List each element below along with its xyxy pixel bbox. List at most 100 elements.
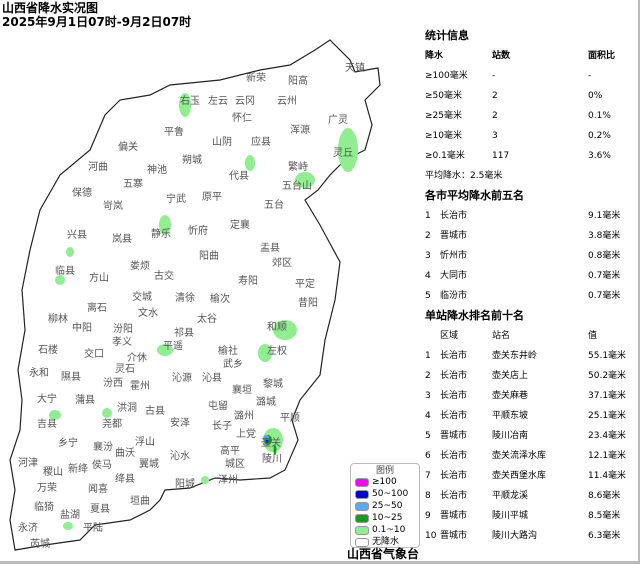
legend-label: 50~100 — [372, 489, 409, 499]
county-label: 中阳 — [72, 321, 92, 334]
county-label: 陵川 — [262, 453, 282, 465]
county-label: 昔阳 — [298, 297, 318, 309]
station-cell: 6.3毫米 — [588, 531, 621, 541]
rain-patch — [157, 344, 173, 356]
station-header: 区域 站名 值 — [425, 326, 630, 346]
col-region: 区域 — [440, 331, 459, 341]
county-label: 郊区 — [272, 256, 292, 269]
stats-cell: 0.1% — [588, 111, 611, 121]
county-label: 石楼 — [38, 343, 58, 356]
city-row: 1 长治市 9.1毫米 — [425, 206, 630, 226]
county-label: 五台山 — [282, 179, 312, 192]
city-cell: 大同市 — [440, 271, 468, 281]
station-cell: 37.1毫米 — [588, 391, 627, 401]
rain-patch — [179, 93, 191, 117]
county-label: 大宁 — [37, 392, 57, 405]
city-top5-heading: 各市平均降水前五名 — [425, 189, 524, 202]
county-label: 永济 — [18, 521, 38, 534]
average-rain: 平均降水：2.5毫米 — [425, 171, 503, 181]
station-cell: 11.4毫米 — [588, 471, 627, 481]
rain-patch — [245, 155, 255, 171]
county-label: 襄垣 — [232, 383, 252, 396]
county-label: 五寨 — [123, 177, 143, 190]
legend-item: 0.1~10 — [355, 524, 415, 536]
station-cell: 4 — [425, 411, 431, 421]
station-cell: 陵川冶南 — [492, 431, 529, 441]
col-stations: 站数 — [492, 51, 511, 61]
county-label: 曲沃 — [115, 447, 135, 459]
county-label: 偏关 — [118, 140, 138, 153]
city-cell: 2 — [425, 231, 431, 241]
stats-cell: - — [492, 71, 496, 81]
station-cell: 长治市 — [440, 391, 468, 401]
legend-label: 0.1~10 — [372, 525, 406, 535]
county-label: 天镇 — [345, 61, 365, 74]
rain-patch — [201, 476, 209, 484]
station-row: 7 长治市 壶关西堡水库 11.4毫米 — [425, 466, 630, 486]
county-label: 柳林 — [48, 312, 68, 325]
county-label: 山阴 — [212, 136, 232, 148]
county-label: 孝义 — [112, 336, 132, 348]
station-cell: 长治市 — [440, 351, 468, 361]
county-label: 五台 — [264, 198, 284, 211]
rain-patch — [63, 522, 73, 530]
county-label: 交口 — [84, 347, 104, 360]
legend-item: 25~50 — [355, 500, 415, 512]
county-label: 长子 — [212, 420, 232, 432]
legend: 图例 ≥100 50~100 25~50 10~25 0.1~10 无降水 — [350, 463, 420, 548]
county-label: 翼城 — [139, 458, 159, 470]
legend-swatch — [355, 525, 369, 535]
stats-cell: 2 — [492, 111, 498, 121]
rain-patch — [258, 344, 272, 362]
county-label: 城区 — [225, 458, 245, 470]
county-label: 浮山 — [135, 436, 155, 448]
station-row: 3 长治市 壶关麻巷 37.1毫米 — [425, 386, 630, 406]
county-label: 静乐 — [151, 227, 171, 240]
stats-row: ≥100毫米 - - — [425, 66, 630, 86]
city-row: 2 晋城市 3.8毫米 — [425, 226, 630, 246]
county-label: 榆次 — [210, 292, 230, 305]
rain-patch — [49, 410, 61, 420]
col-area: 面积比 — [588, 51, 616, 61]
station-cell: 陵川平城 — [492, 511, 529, 521]
county-label: 芮城 — [30, 537, 50, 550]
rain-patch — [263, 435, 269, 441]
county-label: 保德 — [72, 186, 92, 199]
county-label: 朔城 — [182, 153, 202, 166]
city-cell: 0.7毫米 — [588, 291, 621, 301]
stats-cell: 117 — [492, 151, 510, 161]
rain-patch — [265, 439, 269, 443]
county-label: 云州 — [277, 95, 297, 107]
county-label: 蒲县 — [75, 393, 95, 406]
station-cell: 长治市 — [440, 371, 468, 381]
city-cell: 临汾市 — [440, 291, 468, 301]
county-label: 泽州 — [218, 474, 238, 486]
county-label: 沁源 — [172, 371, 192, 384]
station-row: 4 长治市 平顺东坡 25.1毫米 — [425, 406, 630, 426]
county-label: 上党 — [236, 427, 256, 440]
county-label: 交城 — [132, 290, 152, 303]
stats-cell: ≥10毫米 — [425, 131, 462, 141]
rain-patch — [273, 320, 297, 340]
stats-cell: 0.2% — [588, 131, 611, 141]
stats-row: ≥25毫米 2 0.1% — [425, 106, 630, 126]
map-subtitle: 2025年9月1日07时-9月2日07时 — [2, 15, 192, 29]
station-row: 10 晋城市 陵川大路沟 6.3毫米 — [425, 526, 630, 546]
county-label: 新绛 — [68, 462, 88, 475]
stats-panel: 统计信息 降水 站数 面积比 ≥100毫米 - - ≥50毫米 2 0% ≥25毫米 2 0.1… — [425, 26, 630, 546]
station-cell: 壶关西堡水库 — [492, 471, 547, 481]
county-label: 云冈 — [235, 95, 255, 107]
rain-patch — [55, 275, 65, 285]
legend-title: 图例 — [375, 466, 394, 476]
station-cell: 壶关麻巷 — [492, 391, 529, 401]
county-label: 高平 — [220, 444, 240, 457]
county-label: 平遥 — [163, 339, 183, 352]
county-label: 沁县 — [202, 372, 222, 384]
stats-cell: 2 — [492, 91, 498, 101]
city-cell: 1 — [425, 211, 431, 221]
county-label: 灵丘 — [333, 147, 353, 159]
county-label: 左云 — [208, 94, 228, 107]
county-label: 离石 — [87, 301, 107, 314]
